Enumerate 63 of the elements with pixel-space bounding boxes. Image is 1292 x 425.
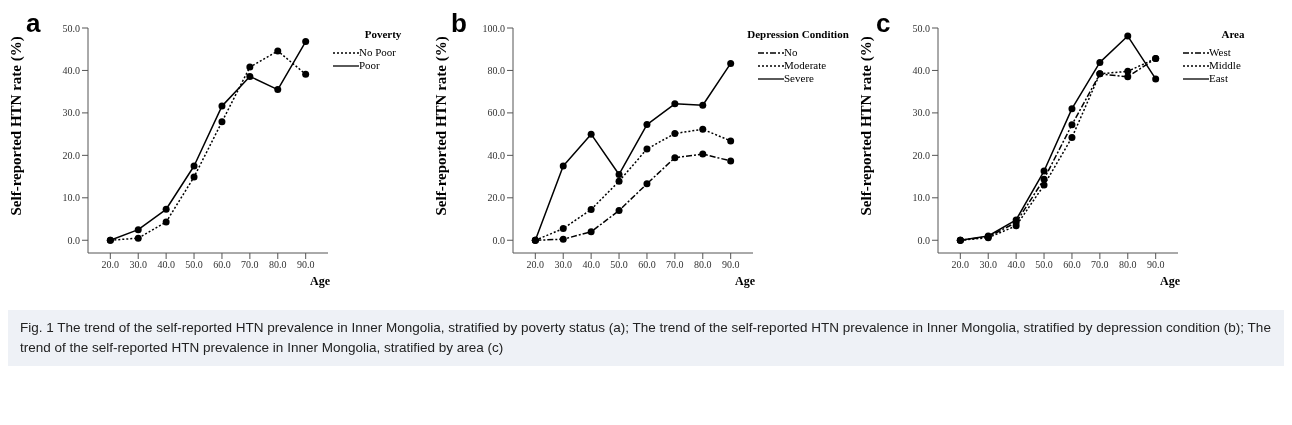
- x-tick-label: 70.0: [666, 259, 684, 271]
- y-tick-label: 20.0: [487, 192, 505, 204]
- x-tick-label: 50.0: [1035, 259, 1053, 271]
- x-tick-label: 30.0: [129, 259, 147, 271]
- x-tick-label: 40.0: [582, 259, 600, 271]
- y-tick-label: 40.0: [912, 65, 930, 76]
- y-tick-label: 20.0: [912, 149, 930, 161]
- chart-title: b: [451, 8, 467, 39]
- legend-title: Poverty: [363, 28, 403, 40]
- x-tick-label: 60.0: [213, 259, 231, 271]
- x-tick-label: 40.0: [1007, 259, 1025, 271]
- legend-label: West: [1209, 46, 1231, 59]
- y-tick-label: 10.0: [912, 192, 930, 204]
- x-tick-label: 80.0: [694, 259, 712, 271]
- x-axis-title: Age: [735, 274, 756, 288]
- x-tick-label: 90.0: [296, 259, 315, 271]
- x-tick-label: 30.0: [554, 259, 572, 271]
- y-axis-title: Self-reported HTN rate (%): [858, 36, 876, 216]
- y-tick-label: 40.0: [487, 149, 505, 161]
- x-tick-label: 50.0: [610, 259, 628, 271]
- y-tick-label: 80.0: [487, 65, 505, 76]
- x-tick-label: 50.0: [185, 259, 203, 271]
- chart-title: a: [26, 8, 41, 39]
- legend-label: Middle: [1209, 59, 1241, 72]
- caption: Fig. 1 The trend of the self-reported HTN prevalence in Inner Mongolia, stratified by poverty status (a); The trend of the self-reported HTN prevalence in Inner Mongolia, stratified by depression condition (b); The trend of the self-reported HTN prevalence in Inner Mongolia, stratified by area (c): [20, 319, 1272, 357]
- x-tick-label: 90.0: [1146, 259, 1165, 271]
- x-tick-label: 20.0: [951, 259, 970, 271]
- y-axis-title: Self-reported HTN rate (%): [433, 36, 451, 216]
- x-tick-label: 70.0: [241, 259, 259, 271]
- x-axis-title: Age: [310, 274, 331, 288]
- x-tick-label: 40.0: [157, 259, 175, 271]
- legend-label: No: [784, 46, 798, 59]
- x-tick-label: 90.0: [721, 259, 740, 271]
- y-tick-label: 100.0: [482, 22, 505, 34]
- legend-title: Area: [1220, 28, 1246, 40]
- y-tick-label: 50.0: [912, 22, 930, 34]
- y-tick-label: 30.0: [62, 107, 80, 119]
- y-tick-label: 0.0: [67, 234, 80, 246]
- legend-label: East: [1209, 72, 1228, 85]
- y-tick-label: 0.0: [917, 234, 930, 246]
- x-axis-title: Age: [1160, 274, 1181, 288]
- y-tick-label: 0.0: [492, 234, 505, 246]
- x-tick-label: 20.0: [101, 259, 120, 271]
- x-tick-label: 20.0: [526, 259, 545, 271]
- legend-label: Poor: [359, 59, 380, 72]
- x-tick-label: 30.0: [979, 259, 997, 271]
- legend-label: Moderate: [784, 59, 827, 72]
- x-tick-label: 60.0: [1063, 259, 1081, 271]
- x-tick-label: 80.0: [269, 259, 287, 271]
- x-tick-label: 60.0: [638, 259, 656, 271]
- y-tick-label: 40.0: [62, 65, 80, 76]
- x-tick-label: 80.0: [1119, 259, 1137, 271]
- y-tick-label: 50.0: [62, 22, 80, 34]
- legend-label: No Poor: [359, 46, 396, 59]
- legend-label: Severe: [784, 72, 814, 85]
- y-tick-label: 10.0: [62, 192, 80, 204]
- legend-title: Depression Condition: [746, 28, 850, 40]
- chart-title: c: [876, 8, 891, 39]
- y-tick-label: 20.0: [62, 149, 80, 161]
- y-tick-label: 60.0: [487, 107, 505, 119]
- y-tick-label: 30.0: [912, 107, 930, 119]
- x-tick-label: 70.0: [1091, 259, 1109, 271]
- y-axis-title: Self-reported HTN rate (%): [8, 36, 26, 216]
